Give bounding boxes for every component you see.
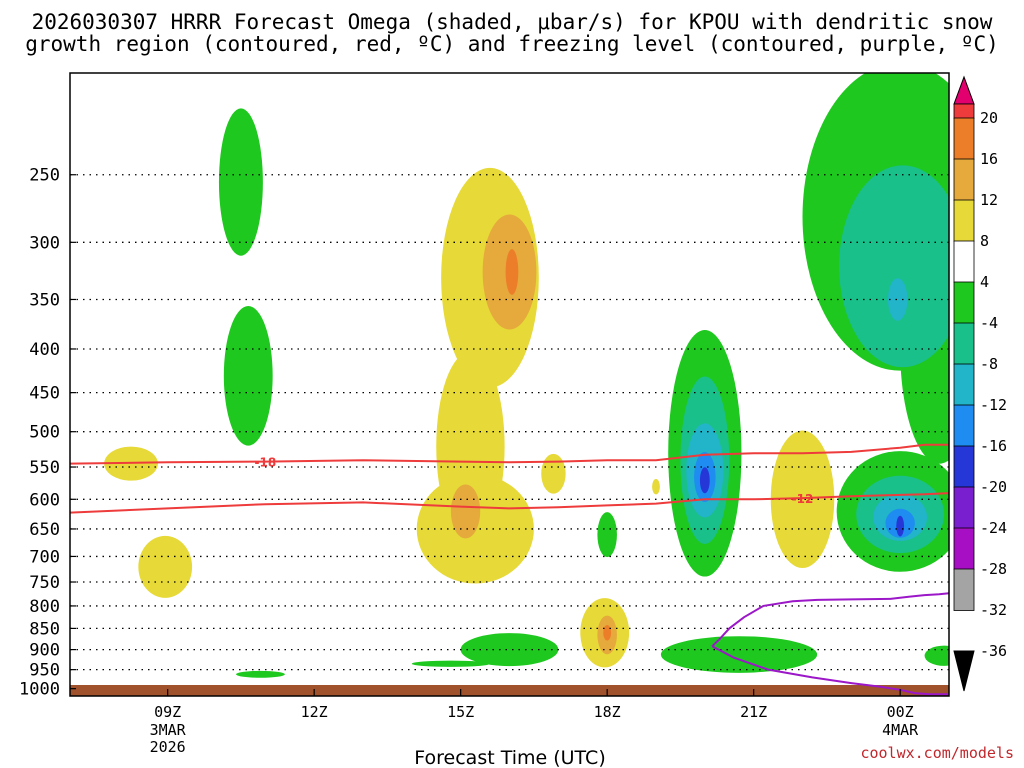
y-axis: 2503003504004505005506006507007508008509… <box>19 166 76 700</box>
y-tick-label-650: 650 <box>29 520 60 540</box>
y-tick-label-600: 600 <box>29 490 60 510</box>
omega-region-24 <box>699 467 710 494</box>
x-tick-sublabel-5-0: 4MAR <box>882 721 919 739</box>
x-tick-label-1: 12Z <box>301 703 328 721</box>
plot-frame <box>69 72 950 697</box>
y-tick-label-300: 300 <box>29 233 60 253</box>
colorbar-top-arrow <box>953 75 975 105</box>
colorbar-bin-3 <box>953 158 975 201</box>
y-tick-label-450: 450 <box>29 384 60 404</box>
x-tick-label-0: 09Z <box>154 703 181 721</box>
chart-title-line1: 2026030307 HRRR Forecast Omega (shaded, … <box>31 10 993 34</box>
colorbar-label-3: 8 <box>980 232 989 250</box>
omega-region-0 <box>218 108 263 256</box>
omega-region-25 <box>660 636 818 673</box>
freezing-level-lower <box>711 645 949 696</box>
colorbar-label-10: -24 <box>980 519 1007 537</box>
colorbar-bin-8 <box>953 363 975 406</box>
y-tick-label-950: 950 <box>29 661 60 681</box>
omega-region-9 <box>505 249 519 295</box>
dgz-contour-label-1: -12 <box>792 492 814 506</box>
site-credit: coolwx.com/models <box>860 744 1014 762</box>
colorbar: 20 16 12 8 4 -4 -8 -12 -16 -20 -24 -28 -32 -36 <box>953 75 1007 692</box>
colorbar-label-8: -16 <box>980 437 1007 455</box>
colorbar-label-7: -12 <box>980 396 1007 414</box>
colorbar-label-2: 12 <box>980 191 998 209</box>
x-axis-title: Forecast Time (UTC) <box>414 747 605 768</box>
terrain-bar <box>70 685 949 696</box>
omega-shading <box>104 73 949 678</box>
omega-region-28 <box>839 165 949 368</box>
dgz-contour-label-0: -18 <box>254 456 276 470</box>
y-tick-label-750: 750 <box>29 573 60 593</box>
omega-region-16 <box>597 512 617 558</box>
colorbar-bin-4 <box>953 199 975 242</box>
omega-region-12 <box>652 479 660 495</box>
colorbar-label-4: 4 <box>980 273 989 291</box>
chart-title-line2: growth region (contoured, red, ºC) and f… <box>25 32 999 56</box>
colorbar-bin-13 <box>953 568 975 611</box>
colorbar-bin-11 <box>953 486 975 529</box>
omega-region-11 <box>541 453 566 494</box>
colorbar-bottom-arrow <box>953 650 975 692</box>
colorbar-bin-2 <box>953 117 975 160</box>
omega-region-35 <box>924 645 949 666</box>
colorbar-bin-9 <box>953 404 975 447</box>
y-tick-label-550: 550 <box>29 458 60 478</box>
colorbar-bin-12 <box>953 527 975 570</box>
omega-region-15 <box>411 660 490 667</box>
colorbar-bin-6 <box>953 281 975 324</box>
y-tick-label-500: 500 <box>29 423 60 443</box>
y-tick-label-900: 900 <box>29 641 60 661</box>
omega-region-1 <box>223 306 273 446</box>
omega-region-2 <box>236 670 285 678</box>
colorbar-label-6: -8 <box>980 355 998 373</box>
omega-region-34 <box>896 515 905 537</box>
omega-region-14 <box>460 633 559 667</box>
colorbar-bin-1 <box>953 103 975 119</box>
dgz-contour-1 <box>70 492 949 514</box>
x-tick-label-3: 18Z <box>594 703 621 721</box>
x-tick-label-2: 15Z <box>447 703 474 721</box>
y-tick-label-350: 350 <box>29 290 60 310</box>
omega-region-13 <box>770 430 835 569</box>
colorbar-label-5: -4 <box>980 314 998 332</box>
colorbar-label-9: -20 <box>980 478 1007 496</box>
y-tick-label-1000: 1000 <box>19 680 60 700</box>
contour-lines: -18 -12 <box>70 443 949 696</box>
x-tick-label-5: 00Z <box>887 703 914 721</box>
y-tick-label-700: 700 <box>29 547 60 567</box>
x-tick-sublabel-0-0: 3MAR <box>150 721 187 739</box>
omega-region-19 <box>603 624 612 641</box>
y-tick-label-800: 800 <box>29 597 60 617</box>
y-tick-label-250: 250 <box>29 166 60 186</box>
omega-region-29 <box>887 278 908 321</box>
colorbar-bin-7 <box>953 322 975 365</box>
y-tick-label-400: 400 <box>29 340 60 360</box>
omega-region-10 <box>450 484 481 539</box>
colorbar-label-1: 16 <box>980 150 998 168</box>
omega-region-4 <box>138 535 193 598</box>
freezing-level-upper <box>711 592 949 648</box>
dgz-contour-0 <box>70 443 949 465</box>
y-tick-label-850: 850 <box>29 619 60 639</box>
colorbar-label-11: -28 <box>980 560 1007 578</box>
x-tick-sublabel-0-1: 2026 <box>150 738 186 756</box>
colorbar-label-0: 20 <box>980 109 998 127</box>
x-tick-label-4: 21Z <box>740 703 767 721</box>
colorbar-bin-5 <box>953 240 975 283</box>
colorbar-label-12: -32 <box>980 601 1007 619</box>
colorbar-label-13: -36 <box>980 642 1007 660</box>
colorbar-bin-10 <box>953 445 975 488</box>
